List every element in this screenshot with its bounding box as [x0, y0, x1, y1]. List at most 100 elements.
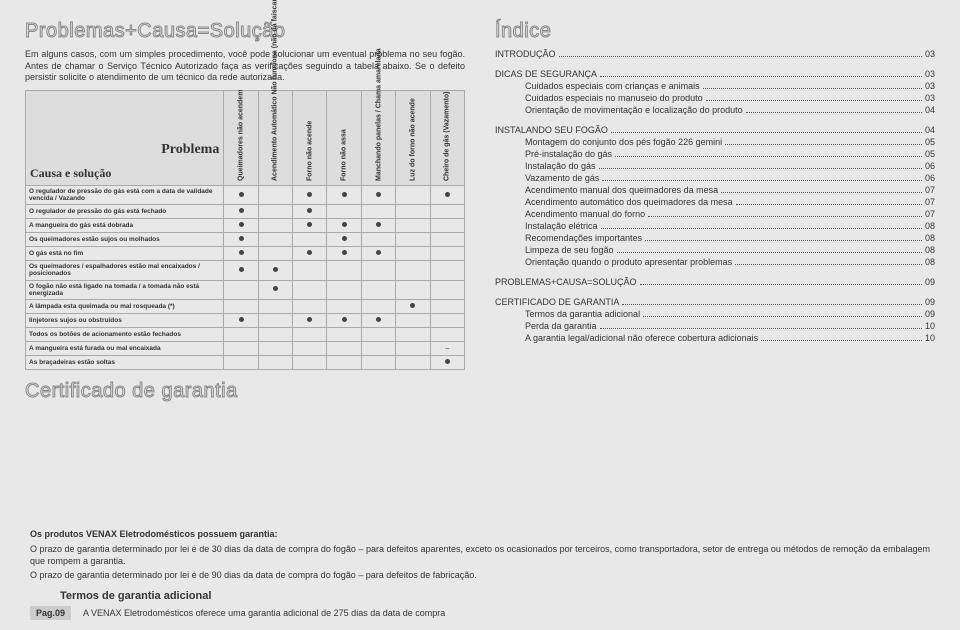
- index-label: INSTALANDO SEU FOGÃO: [495, 125, 608, 135]
- problem-column: Queimadores não acendem: [224, 91, 258, 186]
- leader-dots: [617, 252, 922, 253]
- problem-column: Luz do forno não acende: [396, 91, 430, 186]
- table-row: A lâmpada esta queimada ou mal rosqueada…: [26, 299, 465, 313]
- index-item: Instalação elétrica08: [495, 221, 935, 231]
- index-page: 10: [925, 333, 935, 343]
- index-label: Acendimento automático dos queimadores d…: [525, 197, 733, 207]
- table-cell: [224, 261, 258, 280]
- intro-paragraph: Em alguns casos, com um simples procedim…: [25, 49, 465, 84]
- index-list: INTRODUÇÃO03DICAS DE SEGURANÇA03Cuidados…: [495, 49, 935, 343]
- table-cell: [224, 233, 258, 247]
- index-label: Cuidados especiais no manuseio do produt…: [525, 93, 703, 103]
- index-page: 08: [925, 245, 935, 255]
- dot-icon: [342, 250, 347, 255]
- table-cell: [224, 341, 258, 355]
- table-cell: [293, 280, 327, 299]
- index-item: A garantia legal/adicional não oferece c…: [495, 333, 935, 343]
- index-label: Termos da garantia adicional: [525, 309, 640, 319]
- index-label: CERTIFICADO DE GARANTIA: [495, 297, 619, 307]
- dot-icon: [342, 317, 347, 322]
- table-cell: [430, 299, 464, 313]
- table-cell: [430, 261, 464, 280]
- dot-icon: [239, 250, 244, 255]
- table-cell: [327, 261, 361, 280]
- leader-dots: [622, 304, 922, 305]
- table-cell: [258, 233, 292, 247]
- problem-column: Forno não assa: [327, 91, 361, 186]
- leader-dots: [615, 156, 922, 157]
- dot-icon: [307, 192, 312, 197]
- table-cell: [293, 261, 327, 280]
- table-cell: [224, 299, 258, 313]
- index-page: 04: [925, 125, 935, 135]
- dot-icon: [307, 222, 312, 227]
- table-cell: [224, 280, 258, 299]
- table-cell: [361, 355, 395, 369]
- dot-icon: [307, 250, 312, 255]
- table-cell: [293, 355, 327, 369]
- warranty-subtitle: Termos de garantia adicional: [60, 590, 930, 602]
- table-cell: [258, 219, 292, 233]
- leader-dots: [648, 216, 922, 217]
- table-cell: [430, 355, 464, 369]
- table-cell: [327, 355, 361, 369]
- index-label: Vazamento de gás: [525, 173, 599, 183]
- index-label: Acendimento manual do forno: [525, 209, 645, 219]
- dot-icon: [239, 222, 244, 227]
- leader-dots: [761, 340, 922, 341]
- table-cell: [430, 219, 464, 233]
- index-label: Instalação elétrica: [525, 221, 598, 231]
- index-item: Orientação quando o produto apresentar p…: [495, 257, 935, 267]
- table-row: O fogão não está ligado na tomada / a to…: [26, 280, 465, 299]
- dot-icon: [273, 267, 278, 272]
- index-page: 04: [925, 105, 935, 115]
- table-cell: [258, 299, 292, 313]
- table-cell: [430, 280, 464, 299]
- index-item: Acendimento manual dos queimadores da me…: [495, 185, 935, 195]
- index-page: 06: [925, 161, 935, 171]
- problem-column: Manchando panelas / Chama amarelada: [361, 91, 395, 186]
- table-cell: [327, 327, 361, 341]
- dot-icon: [410, 303, 415, 308]
- leader-dots: [611, 132, 922, 133]
- table-cell: [361, 219, 395, 233]
- index-page: 10: [925, 321, 935, 331]
- cause-label: Os queimadores estão sujos ou molhados: [26, 233, 224, 247]
- index-label: Montagem do conjunto dos pés fogão 226 g…: [525, 137, 722, 147]
- table-cell: [258, 327, 292, 341]
- warranty-last-line: A VENAX Eletrodomésticos oferece uma gar…: [83, 608, 445, 618]
- cause-label: O fogão não está ligado na tomada / a to…: [26, 280, 224, 299]
- index-label: Perda da garantia: [525, 321, 597, 331]
- table-cell: –: [430, 341, 464, 355]
- table-cell: [224, 247, 258, 261]
- table-cell: [396, 341, 430, 355]
- index-page: 03: [925, 93, 935, 103]
- table-row: O regulador de pressão do gás está com a…: [26, 186, 465, 205]
- table-cell: [327, 233, 361, 247]
- index-item: Pré-instalação do gás05: [495, 149, 935, 159]
- table-cell: [396, 299, 430, 313]
- index-label: Recomendações importantes: [525, 233, 642, 243]
- dot-icon: [376, 192, 381, 197]
- table-row: Os queimadores / espalhadores estão mal …: [26, 261, 465, 280]
- index-item: Perda da garantia 10: [495, 321, 935, 331]
- warranty-p1: O prazo de garantia determinado por lei …: [30, 544, 930, 567]
- table-cell: [361, 261, 395, 280]
- index-page: 09: [925, 297, 935, 307]
- index-label: DICAS DE SEGURANÇA: [495, 69, 597, 79]
- index-label: PROBLEMAS+CAUSA=SOLUÇÃO: [495, 277, 637, 287]
- section-title-problems: Problemas+Causa=Solução: [25, 20, 465, 43]
- table-cell: [293, 327, 327, 341]
- troubleshoot-table: Problema Causa e solução Queimadores não…: [25, 90, 465, 370]
- index-item: PROBLEMAS+CAUSA=SOLUÇÃO09: [495, 277, 935, 287]
- table-cell: [258, 247, 292, 261]
- index-label: INTRODUÇÃO: [495, 49, 556, 59]
- table-cell: [327, 219, 361, 233]
- warranty-lead: Os produtos VENAX Eletrodomésticos possu…: [30, 529, 278, 539]
- table-cell: [361, 313, 395, 327]
- table-cell: [430, 327, 464, 341]
- table-row: Iinjetores sujos ou obstruídos: [26, 313, 465, 327]
- section-title-index: Índice: [495, 20, 935, 43]
- dot-icon: [342, 236, 347, 241]
- table-cell: [430, 313, 464, 327]
